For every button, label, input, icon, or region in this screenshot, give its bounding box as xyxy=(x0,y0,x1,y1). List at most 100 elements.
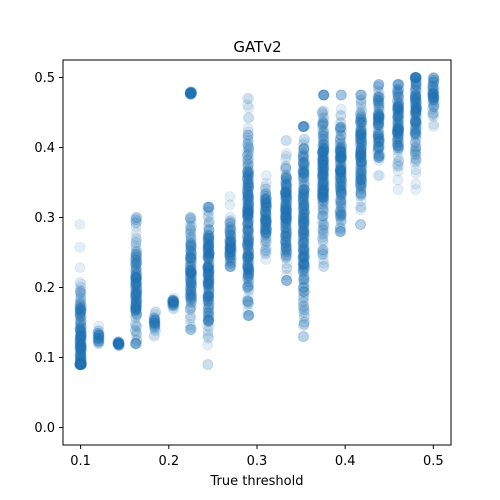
data-point xyxy=(75,359,86,370)
data-point xyxy=(129,253,141,265)
data-point xyxy=(74,358,86,370)
data-point xyxy=(130,272,142,284)
data-point xyxy=(75,331,87,343)
data-point xyxy=(131,276,143,288)
data-point xyxy=(129,325,141,337)
data-point xyxy=(75,278,87,290)
data-point xyxy=(202,310,214,321)
data-point xyxy=(130,307,142,319)
plot-area xyxy=(74,72,440,370)
data-point xyxy=(130,277,142,289)
data-point xyxy=(130,300,141,312)
data-point xyxy=(112,339,124,351)
data-point xyxy=(130,311,142,322)
data-point xyxy=(203,259,215,271)
data-point xyxy=(410,89,422,101)
data-point xyxy=(130,319,141,331)
data-point xyxy=(76,345,87,357)
data-point xyxy=(75,359,86,370)
data-point xyxy=(75,295,86,306)
data-point xyxy=(74,359,86,370)
y-axis: 0.0 0.1 0.2 0.3 0.4 0.5 xyxy=(34,71,63,436)
data-point xyxy=(243,310,255,321)
data-point xyxy=(74,241,86,253)
data-point xyxy=(168,299,180,311)
data-point xyxy=(93,333,104,345)
data-point xyxy=(74,337,86,349)
data-point xyxy=(243,230,255,242)
x-tick-label: 0.4 xyxy=(335,454,356,469)
data-point xyxy=(74,359,86,370)
data-point xyxy=(242,142,254,153)
data-point xyxy=(130,294,142,306)
data-point xyxy=(92,338,104,349)
data-point xyxy=(75,304,87,316)
data-point xyxy=(74,300,86,312)
data-point xyxy=(74,343,86,355)
data-point xyxy=(74,303,86,315)
data-point xyxy=(74,358,86,369)
data-point xyxy=(75,330,86,341)
data-point xyxy=(224,258,236,270)
data-point xyxy=(75,358,87,370)
data-point xyxy=(75,322,87,334)
x-axis-label: True threshold xyxy=(210,474,304,489)
data-point xyxy=(74,320,86,332)
data-point xyxy=(74,332,86,343)
data-point xyxy=(93,329,105,341)
data-point xyxy=(185,265,197,277)
data-point xyxy=(75,356,86,368)
data-point xyxy=(317,150,329,162)
data-point xyxy=(113,339,125,350)
data-point xyxy=(261,232,272,244)
data-point xyxy=(130,297,142,309)
data-point xyxy=(74,324,86,336)
data-point xyxy=(113,338,125,350)
data-point xyxy=(75,329,87,341)
data-point xyxy=(392,101,404,113)
data-point xyxy=(410,72,422,83)
data-point xyxy=(74,302,86,314)
data-point xyxy=(113,336,125,348)
data-point xyxy=(131,268,142,280)
data-point xyxy=(75,359,87,370)
data-point xyxy=(392,158,403,170)
data-point xyxy=(75,306,86,318)
data-point xyxy=(75,359,87,370)
data-point xyxy=(75,347,87,359)
data-point xyxy=(129,338,141,349)
data-point xyxy=(335,103,347,115)
data-point xyxy=(130,248,142,260)
data-point xyxy=(74,324,86,336)
data-point xyxy=(130,303,141,315)
data-point xyxy=(76,300,87,312)
data-point xyxy=(130,259,142,271)
data-point xyxy=(131,296,143,308)
data-point xyxy=(93,335,105,347)
data-point xyxy=(130,272,142,284)
chart-title: GATv2 xyxy=(233,38,281,56)
data-point xyxy=(260,216,272,228)
data-point xyxy=(75,289,87,301)
data-point xyxy=(131,256,143,268)
data-point xyxy=(75,330,87,342)
data-point xyxy=(114,338,125,350)
data-point xyxy=(129,279,141,291)
data-point xyxy=(130,278,142,290)
data-point xyxy=(74,348,86,360)
data-point xyxy=(131,291,143,302)
data-point xyxy=(130,262,142,274)
data-point xyxy=(392,123,404,134)
data-point xyxy=(74,340,86,352)
data-point xyxy=(75,314,87,325)
data-point xyxy=(75,358,87,370)
data-point xyxy=(75,357,87,369)
data-point xyxy=(131,279,142,291)
data-point xyxy=(186,240,197,251)
data-point xyxy=(75,340,87,352)
x-tick-label: 0.2 xyxy=(158,454,179,469)
data-point xyxy=(131,294,143,306)
data-point xyxy=(298,258,310,270)
data-point xyxy=(75,359,87,370)
